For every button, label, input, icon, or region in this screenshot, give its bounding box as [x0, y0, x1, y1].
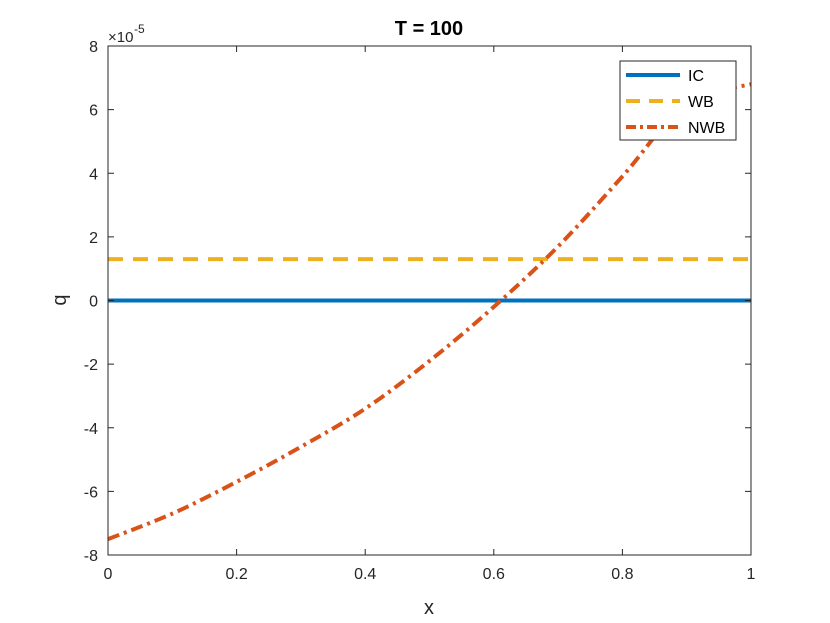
y-tick-label: 8	[89, 39, 98, 56]
y-tick-label: 0	[89, 294, 98, 311]
x-tick-label: 0.4	[354, 566, 376, 583]
y-tick-label: -8	[84, 548, 98, 565]
y-axis-label: q	[49, 294, 71, 305]
y-tick-label: -2	[84, 357, 98, 374]
x-tick-label: 0.8	[611, 566, 633, 583]
x-tick-label: 0.6	[483, 566, 505, 583]
x-tick-label: 1	[747, 566, 756, 583]
y-tick-label: 2	[89, 230, 98, 247]
x-tick-label: 0	[104, 566, 113, 583]
y-tick-label: 6	[89, 103, 98, 120]
legend-label-wb: WB	[688, 94, 714, 111]
x-tick-label: 0.2	[225, 566, 247, 583]
series-line-nwb	[107, 82, 752, 541]
y-exponent-base: ×10	[108, 29, 133, 46]
chart-title: T = 100	[395, 18, 463, 40]
legend-label-nwb: NWB	[688, 120, 725, 137]
y-tick-label: -6	[84, 484, 98, 501]
y-tick-label: 4	[89, 166, 98, 183]
axes-layer	[107, 45, 752, 556]
legend: IC WB NWB	[619, 60, 737, 141]
series-layer	[107, 82, 752, 541]
y-tick-label: -4	[84, 421, 98, 438]
x-axis-label: x	[424, 597, 434, 619]
y-exponent: ×10 -5	[108, 22, 145, 46]
legend-label-ic: IC	[688, 68, 704, 85]
y-exponent-power: -5	[134, 22, 145, 36]
tick-labels: 0 0.2 0.4 0.6 0.8 1 -8 -6 -4 -2 0 2 4 6 8	[84, 39, 756, 583]
